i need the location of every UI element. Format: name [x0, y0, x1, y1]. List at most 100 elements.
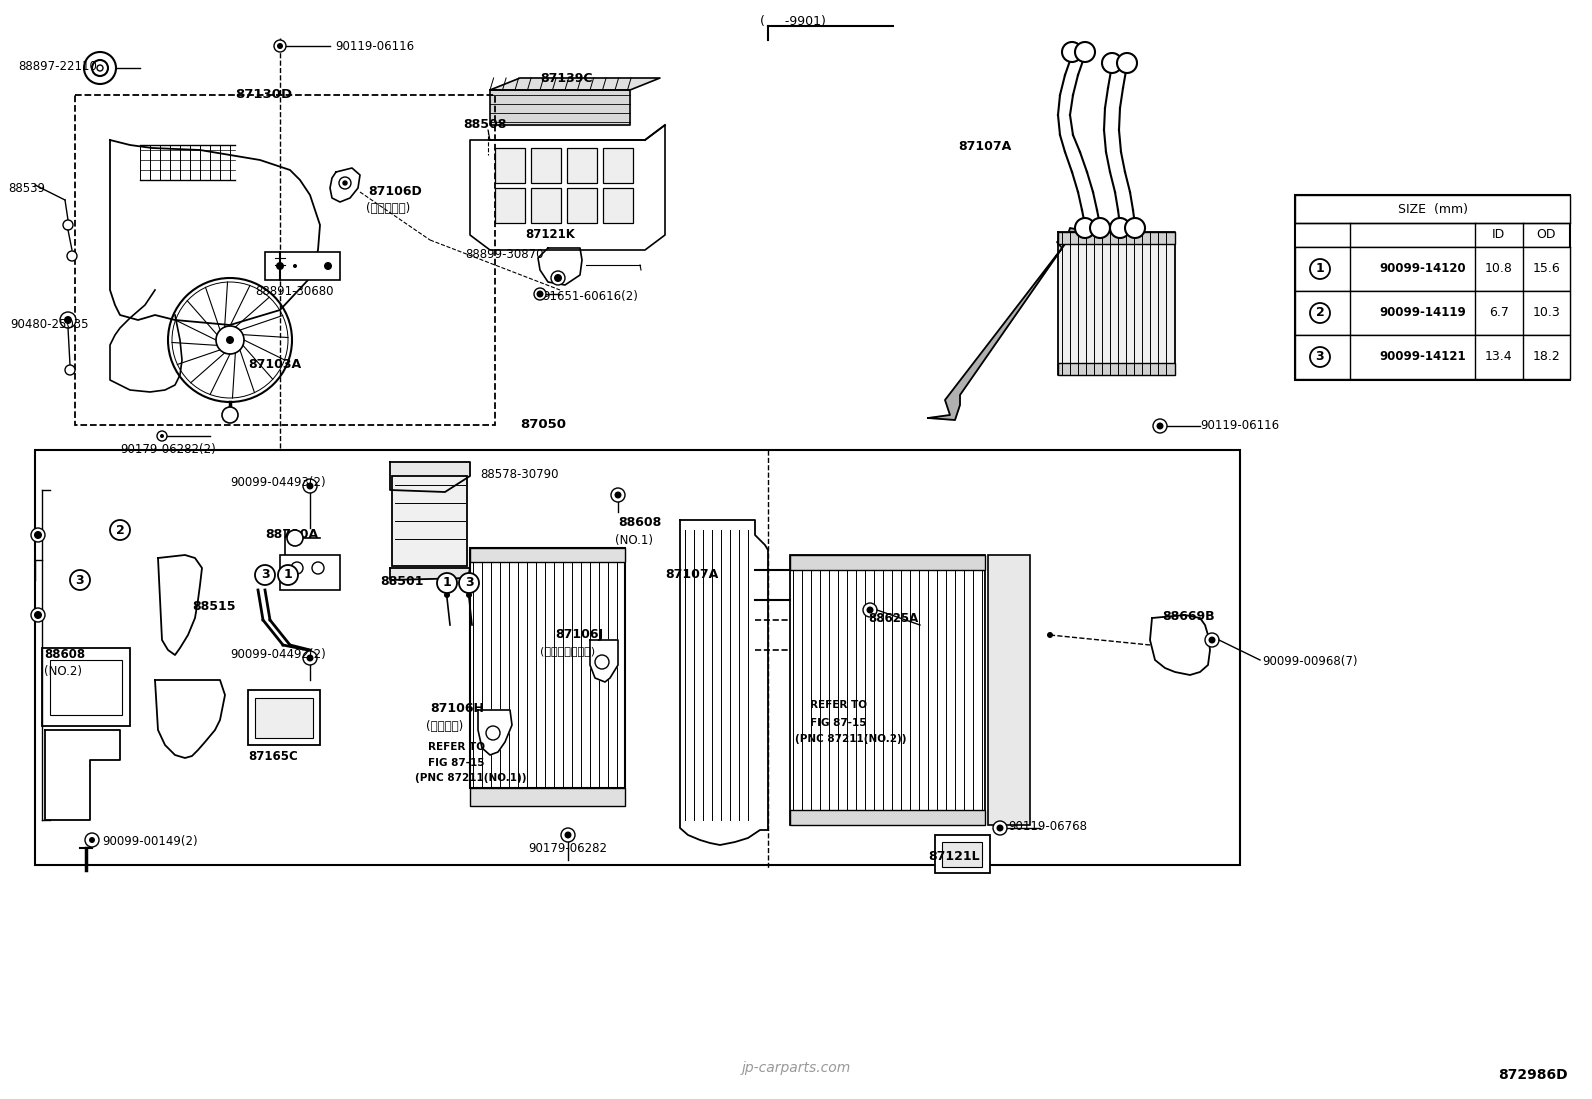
Bar: [567, 148, 597, 184]
Circle shape: [221, 407, 237, 423]
Circle shape: [537, 290, 543, 298]
Text: 872986D: 872986D: [1498, 1068, 1568, 1083]
Circle shape: [1310, 347, 1329, 367]
Circle shape: [993, 821, 1008, 835]
Circle shape: [65, 365, 75, 375]
Bar: [49, 660, 123, 715]
Circle shape: [307, 655, 314, 662]
Text: 88897-22110: 88897-22110: [18, 60, 97, 73]
Bar: [75, 95, 495, 425]
Circle shape: [1075, 218, 1095, 238]
Text: 88710A: 88710A: [264, 528, 318, 541]
Text: 2: 2: [1315, 307, 1325, 320]
Bar: [790, 555, 985, 825]
Text: (PNC 87211(NO.2)): (PNC 87211(NO.2)): [794, 734, 906, 744]
Polygon shape: [538, 248, 583, 285]
Circle shape: [226, 336, 234, 344]
Polygon shape: [591, 640, 618, 682]
Circle shape: [1153, 419, 1167, 433]
Polygon shape: [330, 168, 360, 202]
Circle shape: [1126, 218, 1145, 238]
Text: (温度調整): (温度調整): [427, 720, 463, 733]
Circle shape: [255, 565, 275, 585]
Circle shape: [444, 592, 451, 598]
Text: 2: 2: [116, 523, 124, 536]
Circle shape: [339, 177, 350, 189]
Bar: [35, 449, 1240, 865]
Text: 88625A: 88625A: [868, 612, 919, 625]
Bar: [1294, 291, 1570, 335]
Bar: [603, 148, 634, 184]
Bar: [1059, 232, 1175, 244]
Circle shape: [287, 530, 302, 546]
Circle shape: [302, 479, 317, 493]
Text: 90099-04493(2): 90099-04493(2): [229, 476, 326, 489]
Text: 88891-30680: 88891-30680: [255, 285, 333, 298]
Text: 88578-30760: 88578-30760: [490, 568, 568, 581]
Polygon shape: [110, 140, 320, 325]
Text: 1: 1: [1315, 263, 1325, 276]
Circle shape: [997, 824, 1003, 832]
Circle shape: [169, 278, 291, 402]
Text: REFER TO: REFER TO: [428, 742, 486, 752]
Bar: [942, 842, 982, 867]
Polygon shape: [158, 555, 202, 655]
Polygon shape: [490, 78, 661, 90]
Bar: [392, 476, 466, 566]
Text: (NO.1): (NO.1): [615, 534, 653, 547]
Bar: [790, 810, 985, 825]
Circle shape: [291, 562, 302, 574]
Bar: [935, 835, 990, 873]
Text: 1: 1: [443, 577, 452, 589]
Text: (NO.2): (NO.2): [45, 665, 83, 678]
Circle shape: [161, 434, 164, 439]
Bar: [790, 555, 985, 570]
Circle shape: [217, 326, 244, 354]
Bar: [603, 188, 634, 223]
Text: 88578-30790: 88578-30790: [481, 468, 559, 481]
Text: 87106H: 87106H: [430, 702, 484, 715]
Text: 90099-14120: 90099-14120: [1379, 263, 1466, 276]
Circle shape: [279, 565, 298, 585]
Text: 90099-14121: 90099-14121: [1379, 351, 1466, 364]
Text: 88508: 88508: [463, 118, 506, 131]
Circle shape: [863, 603, 877, 617]
Text: 88539: 88539: [8, 182, 45, 195]
Bar: [1059, 363, 1175, 375]
Circle shape: [67, 251, 76, 260]
Text: 3: 3: [465, 577, 473, 589]
Text: 90119-06116: 90119-06116: [334, 40, 414, 53]
Circle shape: [486, 726, 500, 740]
Circle shape: [1205, 633, 1219, 647]
Polygon shape: [928, 227, 1091, 420]
Circle shape: [70, 570, 91, 590]
Text: FIG 87-15: FIG 87-15: [428, 758, 484, 768]
Polygon shape: [45, 730, 119, 820]
Circle shape: [275, 262, 283, 270]
Text: 88501: 88501: [380, 575, 423, 588]
Text: 90119-06768: 90119-06768: [1008, 820, 1087, 833]
Text: 90480-25035: 90480-25035: [10, 318, 89, 331]
Circle shape: [1075, 42, 1095, 62]
Circle shape: [64, 317, 72, 324]
Circle shape: [1118, 53, 1137, 73]
Text: 13.4: 13.4: [1485, 351, 1512, 364]
Text: OD: OD: [1536, 229, 1555, 242]
Text: FIG 87-15: FIG 87-15: [810, 718, 866, 728]
Circle shape: [89, 837, 96, 843]
Polygon shape: [1149, 615, 1210, 675]
Circle shape: [466, 592, 471, 598]
Circle shape: [302, 651, 317, 665]
Circle shape: [84, 833, 99, 847]
Polygon shape: [390, 568, 470, 580]
Bar: [470, 548, 626, 788]
Text: 90099-04492(2): 90099-04492(2): [229, 648, 326, 660]
Circle shape: [1048, 632, 1052, 639]
Polygon shape: [470, 125, 665, 249]
Circle shape: [64, 220, 73, 230]
Circle shape: [325, 262, 333, 270]
Text: 87106J: 87106J: [556, 628, 603, 641]
Text: 3: 3: [76, 574, 84, 587]
Circle shape: [551, 271, 565, 285]
Text: 3: 3: [261, 568, 269, 581]
